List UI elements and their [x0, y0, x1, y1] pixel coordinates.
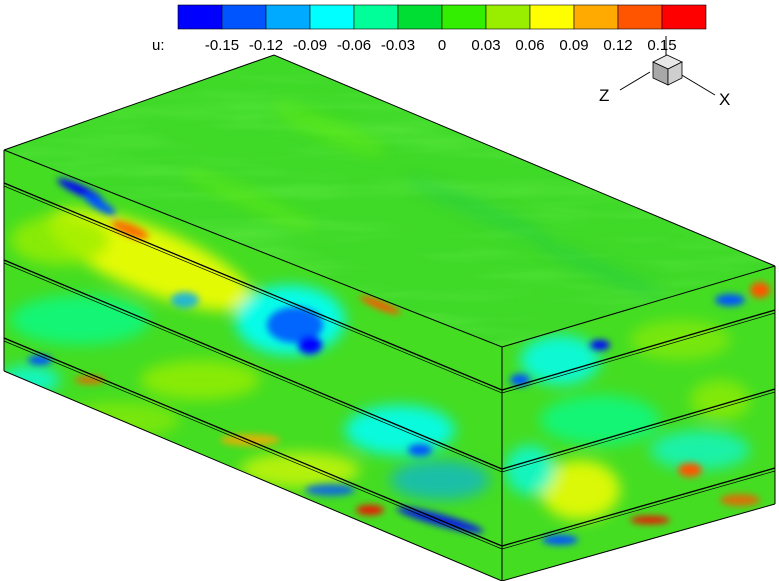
colorbar-tick-label: 0 [438, 37, 446, 54]
colorbar-swatch [265, 4, 311, 30]
colorbar-tick-label: 0.03 [471, 37, 500, 54]
axis-triad: Z X [599, 36, 730, 109]
colorbar: u: -0.15 -0.12 -0.09 -0.06 -0.03 0 0.03 0.06 0.0… [152, 4, 707, 54]
colorbar-tick-labels: -0.15 -0.12 -0.09 -0.06 -0.03 0 0.03 0.06 0.09 0.… [205, 37, 677, 54]
colorbar-swatch [441, 4, 487, 30]
colorbar-tick-label: -0.09 [293, 37, 327, 54]
x-axis-label: X [719, 90, 730, 109]
colorbar-tick-label: -0.12 [249, 37, 283, 54]
colorbar-swatch [617, 4, 663, 30]
box-outline [3, 54, 776, 581]
colorbar-swatch [177, 4, 223, 30]
colorbar-swatch [661, 4, 707, 30]
colorbar-swatch [309, 4, 355, 30]
colorbar-tick-label: 0.12 [603, 37, 632, 54]
colorbar-swatch [397, 4, 443, 30]
colorbar-tick-label: -0.15 [205, 37, 239, 54]
colorbar-tick-label: -0.06 [337, 37, 371, 54]
colorbar-tick-label: -0.03 [381, 37, 415, 54]
colorbar-tick-label: 0.15 [647, 37, 676, 54]
view-cube-icon [652, 54, 683, 86]
colorbar-variable-label: u: [152, 37, 165, 54]
colorbar-tick-label: 0.09 [559, 37, 588, 54]
slab-separators [3, 182, 776, 550]
z-axis-label: Z [599, 86, 609, 105]
side-face [502, 266, 775, 581]
colorbar-swatch [485, 4, 531, 30]
colorbar-swatch [353, 4, 399, 30]
colorbar-swatch [221, 4, 267, 30]
colorbar-swatch [573, 4, 619, 30]
colorbar-swatches [177, 4, 707, 30]
colorbar-swatch [529, 4, 575, 30]
colorbar-tick-label: 0.06 [515, 37, 544, 54]
